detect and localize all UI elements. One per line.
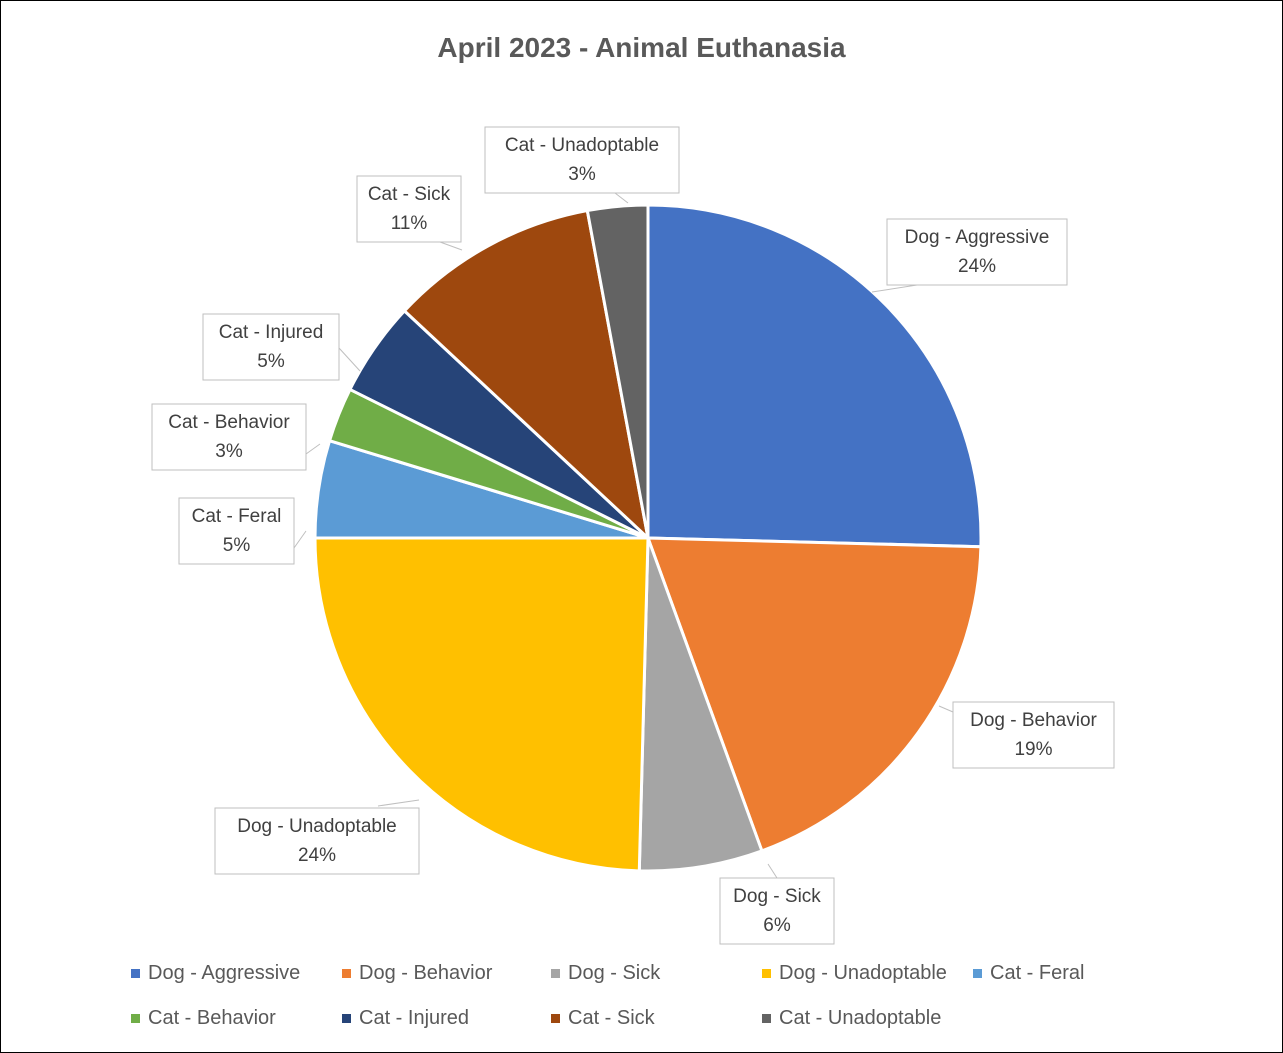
data-label-percent: 24% bbox=[297, 845, 337, 866]
data-label-leader bbox=[338, 347, 361, 372]
data-label-category: Dog - Behavior bbox=[970, 710, 1097, 731]
legend-label: Cat - Behavior bbox=[148, 1007, 276, 1029]
legend-swatch bbox=[762, 969, 771, 978]
data-label-box bbox=[178, 497, 295, 565]
legend-swatch bbox=[762, 1014, 771, 1023]
pie-slice-cat-sick bbox=[402, 209, 650, 540]
legend-swatch bbox=[131, 969, 140, 978]
data-label-percent: 24% bbox=[957, 256, 997, 277]
data-label: Cat - Feral 5% bbox=[179, 502, 294, 560]
data-label-percent: 3% bbox=[568, 164, 596, 185]
data-label-box bbox=[886, 218, 1068, 286]
data-label-box bbox=[952, 701, 1115, 769]
legend-swatch bbox=[551, 969, 560, 978]
data-label: Dog - Aggressive 24% bbox=[887, 223, 1067, 281]
data-label-box bbox=[719, 877, 835, 945]
data-label-leader bbox=[377, 799, 420, 807]
data-label-box bbox=[484, 126, 680, 194]
data-label-leader bbox=[293, 530, 307, 549]
data-label-category: Cat - Injured bbox=[218, 322, 324, 343]
data-label-percent: 5% bbox=[222, 535, 251, 556]
data-label-percent: 6% bbox=[763, 915, 791, 936]
data-label-leader bbox=[305, 443, 321, 455]
data-label-category: Dog - Sick bbox=[733, 886, 821, 907]
data-label-leader bbox=[767, 863, 778, 879]
pie-slice-dog-sick bbox=[637, 536, 764, 873]
legend-swatch bbox=[342, 1014, 351, 1023]
data-label-category: Cat - Feral bbox=[191, 506, 282, 527]
legend-swatch bbox=[131, 1014, 140, 1023]
legend-item: Dog - Behavior bbox=[342, 962, 492, 985]
legend-item: Dog - Aggressive bbox=[131, 962, 300, 985]
legend-label: Cat - Sick bbox=[568, 1007, 655, 1029]
data-label-box bbox=[202, 313, 340, 381]
data-label-box bbox=[214, 807, 420, 875]
legend-item: Cat - Unadoptable bbox=[762, 1007, 941, 1030]
data-label-category: Dog - Unadoptable bbox=[237, 816, 397, 837]
data-label: Dog - Behavior 19% bbox=[953, 706, 1114, 764]
pie-slice-dog-unadoptable bbox=[313, 536, 650, 873]
data-label-category: Cat - Unadoptable bbox=[504, 135, 660, 156]
legend-item: Cat - Sick bbox=[551, 1007, 655, 1030]
legend-label: Dog - Unadoptable bbox=[779, 962, 947, 984]
legend-swatch bbox=[342, 969, 351, 978]
data-label-leader bbox=[614, 192, 629, 204]
data-label: Cat - Unadoptable 3% bbox=[485, 131, 679, 189]
data-label: Cat - Sick 11% bbox=[357, 180, 461, 238]
data-label-box bbox=[151, 403, 307, 471]
data-label-leader bbox=[938, 705, 954, 713]
data-label: Dog - Sick 6% bbox=[720, 882, 834, 940]
data-label-percent: 5% bbox=[257, 351, 285, 372]
legend-label: Cat - Unadoptable bbox=[779, 1007, 942, 1029]
legend-item: Cat - Behavior bbox=[131, 1007, 276, 1030]
data-label-percent: 19% bbox=[1014, 739, 1053, 760]
legend-label: Dog - Sick bbox=[568, 962, 661, 984]
data-label-leader bbox=[439, 241, 463, 251]
legend-label: Dog - Aggressive bbox=[148, 962, 301, 984]
data-label-leader bbox=[871, 284, 918, 293]
data-label-box bbox=[356, 175, 462, 243]
data-label-percent: 3% bbox=[215, 441, 243, 462]
data-label-category: Cat - Sick bbox=[367, 184, 451, 205]
pie-slice-dog-behavior bbox=[646, 536, 983, 853]
legend-item: Cat - Feral bbox=[973, 962, 1084, 985]
pie-slice-cat-unadoptable bbox=[585, 203, 650, 540]
chart-title: April 2023 - Animal Euthanasia bbox=[437, 32, 846, 63]
legend-label: Cat - Injured bbox=[359, 1007, 470, 1029]
data-label: Dog - Unadoptable 24% bbox=[215, 812, 419, 870]
legend-swatch bbox=[551, 1014, 560, 1023]
legend-swatch bbox=[973, 969, 982, 978]
legend-item: Dog - Unadoptable bbox=[762, 962, 947, 985]
legend-label: Cat - Feral bbox=[990, 962, 1085, 984]
data-label-category: Cat - Behavior bbox=[168, 412, 290, 433]
legend-item: Cat - Injured bbox=[342, 1007, 469, 1030]
data-label-category: Dog - Aggressive bbox=[904, 227, 1050, 248]
data-label: Cat - Behavior 3% bbox=[152, 408, 306, 466]
pie-slice-dog-aggressive bbox=[646, 203, 983, 549]
legend-item: Dog - Sick bbox=[551, 962, 660, 985]
data-label-percent: 11% bbox=[390, 213, 428, 234]
legend-label: Dog - Behavior bbox=[359, 962, 493, 984]
chart-legend: Dog - Aggressive Dog - Behavior Dog - Sick… bbox=[0, 962, 1283, 1042]
data-label: Cat - Injured 5% bbox=[203, 318, 339, 376]
